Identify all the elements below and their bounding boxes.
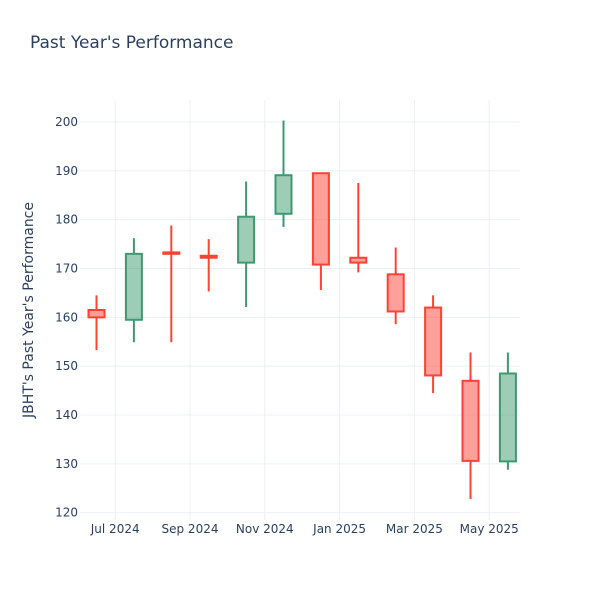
candle-body bbox=[461, 379, 480, 462]
candle-body bbox=[162, 251, 181, 255]
candle bbox=[162, 225, 181, 343]
x-tick-label: Nov 2024 bbox=[236, 522, 294, 536]
y-tick-label: 200 bbox=[55, 115, 78, 129]
candle-body bbox=[274, 174, 293, 215]
candle bbox=[349, 183, 368, 273]
candle bbox=[424, 295, 443, 394]
y-tick-label: 170 bbox=[55, 261, 78, 275]
candles bbox=[87, 120, 517, 499]
y-tick-label: 180 bbox=[55, 213, 78, 227]
candle bbox=[311, 172, 330, 290]
y-tick-label: 120 bbox=[55, 506, 78, 520]
x-tick-label: Sep 2024 bbox=[162, 522, 219, 536]
y-axis-ticks: 120 130 140 150 160 170 180 190 200 bbox=[55, 115, 78, 520]
candle bbox=[274, 120, 293, 227]
y-tick-label: 140 bbox=[55, 408, 78, 422]
candle bbox=[461, 352, 480, 499]
candle bbox=[386, 247, 405, 325]
candle-body bbox=[498, 372, 517, 463]
candle-body bbox=[386, 273, 405, 313]
candle-body bbox=[124, 252, 143, 321]
candle-body bbox=[349, 256, 368, 264]
candle-body bbox=[199, 254, 218, 259]
chart-title: Past Year's Performance bbox=[30, 33, 234, 53]
y-tick-label: 130 bbox=[55, 457, 78, 471]
candle bbox=[87, 295, 106, 351]
candle-body bbox=[237, 215, 256, 264]
candle bbox=[498, 352, 517, 470]
candle-body bbox=[87, 309, 106, 319]
x-axis-ticks: Jul 2024 Sep 2024 Nov 2024 Jan 2025 Mar 2025… bbox=[90, 522, 519, 536]
y-axis-title: JBHT's Past Year's Performance bbox=[21, 202, 37, 419]
x-tick-label: Jul 2024 bbox=[90, 522, 140, 536]
candle bbox=[237, 181, 256, 308]
candle bbox=[199, 239, 218, 292]
y-tick-label: 160 bbox=[55, 310, 78, 324]
candle-body bbox=[424, 306, 443, 377]
y-tick-label: 150 bbox=[55, 359, 78, 373]
candle-body bbox=[311, 172, 330, 266]
x-tick-label: Mar 2025 bbox=[386, 522, 443, 536]
x-tick-label: May 2025 bbox=[460, 522, 519, 536]
grid bbox=[80, 100, 520, 520]
x-tick-label: Jan 2025 bbox=[312, 522, 366, 536]
candle bbox=[124, 238, 143, 343]
y-tick-label: 190 bbox=[55, 164, 78, 178]
